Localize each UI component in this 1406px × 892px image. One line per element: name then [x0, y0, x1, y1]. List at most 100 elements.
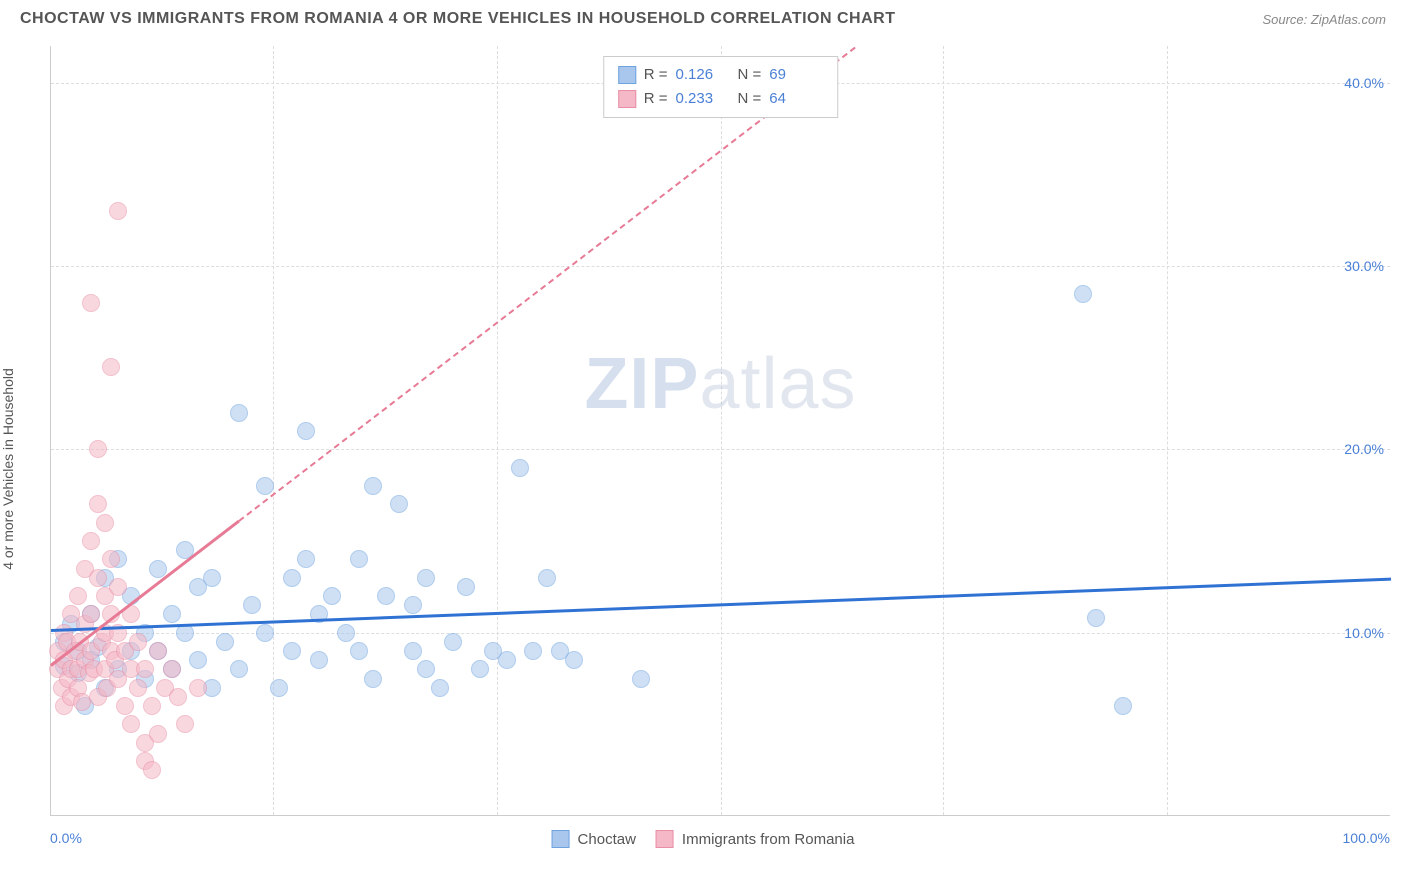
grid-line-v [273, 46, 274, 815]
legend-n-label: N = [738, 63, 762, 87]
scatter-point [216, 633, 234, 651]
scatter-point [524, 642, 542, 660]
scatter-point [404, 596, 422, 614]
legend-r-label: R = [644, 87, 668, 111]
scatter-point [69, 587, 87, 605]
scatter-point [122, 715, 140, 733]
y-tick-label: 40.0% [1344, 75, 1384, 91]
scatter-point [143, 697, 161, 715]
legend-n-value: 69 [769, 63, 823, 87]
scatter-point [297, 550, 315, 568]
scatter-point [337, 624, 355, 642]
legend-swatch [618, 66, 636, 84]
scatter-point [102, 358, 120, 376]
scatter-point [498, 651, 516, 669]
legend-row: R = 0.233 N = 64 [618, 87, 824, 111]
scatter-point [1114, 697, 1132, 715]
y-tick-label: 10.0% [1344, 625, 1384, 641]
legend-row: R = 0.126 N = 69 [618, 63, 824, 87]
scatter-point [116, 697, 134, 715]
scatter-point [82, 532, 100, 550]
chart-container: 4 or more Vehicles in Household ZIPatlas… [0, 36, 1406, 886]
scatter-point [136, 660, 154, 678]
scatter-point [163, 660, 181, 678]
legend-n-value: 64 [769, 87, 823, 111]
scatter-point [203, 569, 221, 587]
legend-n-label: N = [738, 87, 762, 111]
legend-swatch [618, 90, 636, 108]
scatter-point [511, 459, 529, 477]
scatter-point [283, 642, 301, 660]
scatter-point [102, 550, 120, 568]
scatter-point [350, 642, 368, 660]
scatter-point [417, 660, 435, 678]
scatter-point [444, 633, 462, 651]
x-tick-max: 100.0% [1343, 830, 1390, 846]
x-tick-min: 0.0% [50, 830, 82, 846]
scatter-point [89, 495, 107, 513]
scatter-point [89, 440, 107, 458]
scatter-point [270, 679, 288, 697]
scatter-point [256, 624, 274, 642]
scatter-point [283, 569, 301, 587]
scatter-point [149, 725, 167, 743]
scatter-point [538, 569, 556, 587]
legend-item: Choctaw [552, 830, 636, 848]
scatter-point [297, 422, 315, 440]
scatter-point [404, 642, 422, 660]
grid-line-v [943, 46, 944, 815]
legend-r-label: R = [644, 63, 668, 87]
scatter-point [143, 761, 161, 779]
chart-title: CHOCTAW VS IMMIGRANTS FROM ROMANIA 4 OR … [20, 10, 895, 28]
scatter-point [310, 651, 328, 669]
legend-swatch [656, 830, 674, 848]
grid-line-v [721, 46, 722, 815]
scatter-point [377, 587, 395, 605]
scatter-point [431, 679, 449, 697]
grid-line-v [1167, 46, 1168, 815]
scatter-point [129, 679, 147, 697]
legend-label: Immigrants from Romania [682, 831, 855, 848]
scatter-point [109, 202, 127, 220]
scatter-point [109, 578, 127, 596]
scatter-point [169, 688, 187, 706]
scatter-point [189, 651, 207, 669]
scatter-point [390, 495, 408, 513]
scatter-point [471, 660, 489, 678]
scatter-point [364, 477, 382, 495]
scatter-point [230, 404, 248, 422]
scatter-point [82, 605, 100, 623]
scatter-point [1087, 609, 1105, 627]
y-tick-label: 30.0% [1344, 258, 1384, 274]
scatter-point [96, 514, 114, 532]
source-label: Source: ZipAtlas.com [1262, 12, 1386, 27]
scatter-point [189, 679, 207, 697]
scatter-point [243, 596, 261, 614]
scatter-point [565, 651, 583, 669]
legend-item: Immigrants from Romania [656, 830, 855, 848]
scatter-point [256, 477, 274, 495]
legend-label: Choctaw [578, 831, 636, 848]
scatter-point [632, 670, 650, 688]
legend-swatch [552, 830, 570, 848]
grid-line-v [497, 46, 498, 815]
scatter-point [163, 605, 181, 623]
scatter-point [1074, 285, 1092, 303]
y-tick-label: 20.0% [1344, 441, 1384, 457]
scatter-point [82, 294, 100, 312]
legend-r-value: 0.233 [676, 87, 730, 111]
scatter-point [417, 569, 435, 587]
scatter-point [129, 633, 147, 651]
plot-area: ZIPatlas R = 0.126N = 69R = 0.233N = 64 … [50, 46, 1390, 816]
legend-r-value: 0.126 [676, 63, 730, 87]
scatter-point [230, 660, 248, 678]
correlation-legend: R = 0.126 N = 69 R = 0.233 N = 64 [603, 56, 839, 118]
scatter-point [350, 550, 368, 568]
scatter-point [323, 587, 341, 605]
series-legend: Choctaw Immigrants from Romania [552, 830, 855, 848]
scatter-point [89, 569, 107, 587]
scatter-point [457, 578, 475, 596]
scatter-point [149, 642, 167, 660]
scatter-point [176, 715, 194, 733]
scatter-point [364, 670, 382, 688]
